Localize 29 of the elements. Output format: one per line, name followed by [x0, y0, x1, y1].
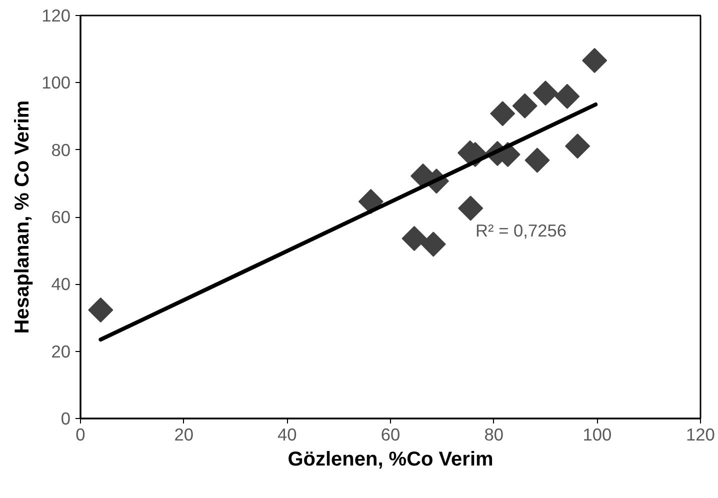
point: [512, 93, 538, 118]
x-tick-label: 0: [76, 424, 86, 444]
y-tick-label: 20: [51, 341, 71, 362]
point: [565, 134, 590, 159]
point: [458, 196, 484, 221]
point: [532, 80, 558, 106]
point: [524, 148, 550, 173]
x-tick-label: 120: [686, 424, 715, 444]
x-tick-label: 20: [174, 424, 194, 444]
point: [582, 48, 608, 74]
annotation: R² = 0,7256: [476, 220, 567, 240]
x-axis-title: Gözlenen, %Co Verim: [288, 448, 494, 470]
x-tick-label: 60: [380, 424, 400, 444]
point: [554, 84, 580, 109]
y-tick-label: 100: [42, 72, 71, 93]
point: [490, 101, 516, 126]
point: [88, 298, 114, 323]
x-tick-label: 80: [484, 424, 504, 444]
y-tick-label: 0: [60, 408, 71, 428]
point: [420, 232, 446, 257]
x-tick-label: 40: [278, 424, 297, 444]
y-tick-label: 120: [42, 6, 71, 26]
y-tick-label: 80: [51, 140, 71, 160]
point: [358, 189, 384, 214]
point: [402, 226, 427, 252]
y-axis-title: Hesaplanan, % Co Verim: [12, 100, 34, 334]
y-tick-label: 60: [51, 207, 71, 227]
x-tick-label: 100: [582, 424, 612, 444]
y-tick-label: 40: [51, 274, 71, 294]
